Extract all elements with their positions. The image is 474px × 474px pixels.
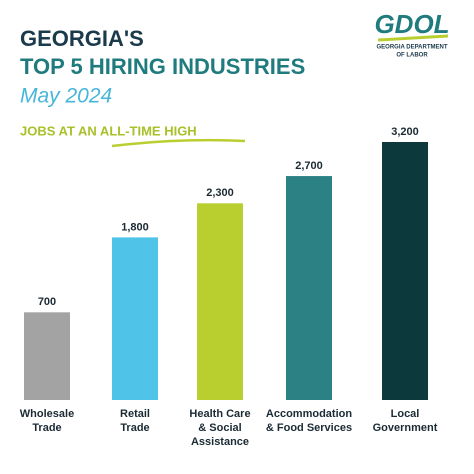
bar xyxy=(382,142,428,400)
x-tick-label: Local xyxy=(391,408,420,420)
chart-subtitle: May 2024 xyxy=(20,85,112,108)
logo-text: GEORGIA DEPARTMENT xyxy=(376,45,447,51)
bar xyxy=(24,312,70,400)
chart-title: GEORGIA'S xyxy=(20,26,144,51)
data-label: 3,200 xyxy=(391,126,419,138)
x-tick-label: Wholesale xyxy=(20,408,74,420)
logo-swoosh xyxy=(377,34,449,42)
annotation: JOBS AT AN ALL-TIME HIGH xyxy=(20,123,197,138)
bar xyxy=(286,176,332,400)
x-tick-label: & Social xyxy=(198,422,241,434)
x-tick-label: Health Care xyxy=(189,408,250,420)
bar xyxy=(197,203,243,400)
x-tick-label: Government xyxy=(373,422,438,434)
logo-text: OF LABOR xyxy=(396,53,428,59)
data-label: 2,300 xyxy=(206,187,234,199)
data-label: 700 xyxy=(38,296,56,308)
x-tick-label: Retail xyxy=(120,408,150,420)
x-tick-label: & Food Services xyxy=(266,422,352,434)
x-tick-label: Assistance xyxy=(191,436,249,448)
logo-mark: GDOL xyxy=(374,9,449,39)
data-label: 2,700 xyxy=(295,160,323,172)
chart-title: TOP 5 HIRING INDUSTRIES xyxy=(20,54,305,79)
bar xyxy=(112,237,158,400)
data-label: 1,800 xyxy=(121,221,149,233)
x-tick-label: Trade xyxy=(120,422,149,434)
swoosh xyxy=(111,138,246,148)
x-tick-label: Trade xyxy=(32,422,61,434)
x-tick-label: Accommodation xyxy=(266,408,352,420)
